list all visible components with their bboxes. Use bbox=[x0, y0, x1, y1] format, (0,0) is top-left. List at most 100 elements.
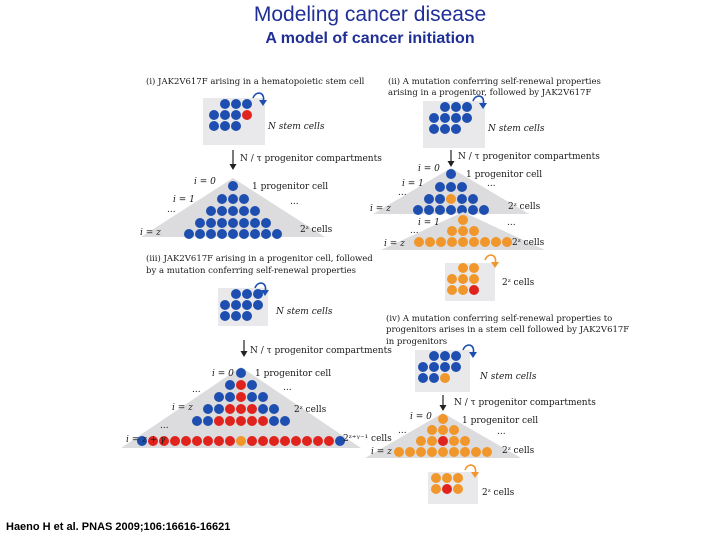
cell-dot bbox=[220, 99, 230, 109]
panel-i-cells-label: 2ᶻ cells bbox=[300, 225, 333, 235]
cell-dot bbox=[469, 274, 479, 284]
cell-dot bbox=[458, 215, 468, 225]
panel-i-arrow-label: N / τ progenitor compartments bbox=[240, 154, 382, 164]
cell-dot bbox=[159, 436, 169, 446]
self-renewal-arrow-head-orange bbox=[471, 472, 479, 478]
cell-dot bbox=[225, 436, 235, 446]
cell-dot bbox=[416, 436, 426, 446]
cell-dot bbox=[214, 404, 224, 414]
cell-dot bbox=[225, 404, 235, 414]
cell-dot bbox=[203, 436, 213, 446]
self-renewal-arrow-head bbox=[259, 100, 267, 106]
cell-dot bbox=[220, 311, 230, 321]
panel-i-progenitor-label: 1 progenitor cell bbox=[252, 182, 328, 192]
panel-ii-i1-progenitor: i = 1 bbox=[418, 218, 440, 228]
cell-dot bbox=[242, 311, 252, 321]
panel-iii-cells-label: 2ᶻ cells bbox=[294, 405, 327, 415]
cell-dot bbox=[457, 205, 467, 215]
cell-dot bbox=[228, 229, 238, 239]
panel-iv-cells-label: 2ᶻ cells bbox=[502, 446, 535, 456]
panel-iv-final-cells-label: 2ᶻ cells bbox=[482, 488, 515, 498]
cell-dot bbox=[236, 416, 246, 426]
cell-dot bbox=[458, 226, 468, 236]
cell-dot bbox=[291, 436, 301, 446]
panel-ii-arrow-label: N / τ progenitor compartments bbox=[458, 152, 600, 162]
self-renewal-arrow bbox=[462, 344, 475, 355]
cell-dot bbox=[413, 205, 423, 215]
panel-iii-caption-line-1: (iii) JAK2V617F arising in a progenitor … bbox=[146, 253, 373, 264]
panel-i-stem-label: N stem cells bbox=[267, 122, 325, 132]
figure-shapes bbox=[121, 92, 545, 504]
cell-dot bbox=[225, 380, 235, 390]
panel-ii-caption-line-2: arising in a progenitor, followed by JAK… bbox=[388, 88, 591, 98]
cell-dot bbox=[447, 274, 457, 284]
figure-labels: (i) JAK2V617F arising in a hematopoietic… bbox=[126, 76, 629, 498]
cell-dot bbox=[217, 229, 227, 239]
panel-iii-progenitor-label: 1 progenitor cell bbox=[255, 369, 331, 379]
cell-dot bbox=[435, 182, 445, 192]
panel-ii-stem-label: N stem cells bbox=[487, 124, 545, 134]
cell-dot bbox=[217, 206, 227, 216]
cell-dot bbox=[236, 392, 246, 402]
cell-dot bbox=[137, 436, 147, 446]
cell-dot bbox=[236, 404, 246, 414]
cell-dot bbox=[440, 373, 450, 383]
cell-dot bbox=[258, 404, 268, 414]
cell-dot bbox=[206, 218, 216, 228]
cell-dot bbox=[418, 373, 428, 383]
cell-dot bbox=[242, 300, 252, 310]
panel-iv-caption-line-1: (iv) A mutation conferring self-renewal … bbox=[386, 313, 612, 324]
cell-dot bbox=[429, 124, 439, 134]
cell-dot bbox=[258, 436, 268, 446]
cell-dot bbox=[442, 473, 452, 483]
panel-iii-caption-line-2: by a mutation conferring self-renewal pr… bbox=[146, 266, 356, 276]
self-renewal-arrow-head bbox=[261, 290, 269, 296]
cell-dot bbox=[447, 285, 457, 295]
cell-dot bbox=[228, 206, 238, 216]
panel-iv-stem-label: N stem cells bbox=[479, 372, 537, 382]
cell-dot bbox=[435, 194, 445, 204]
cell-dot bbox=[424, 194, 434, 204]
panel-i-dots-left: ... bbox=[167, 205, 176, 215]
cell-dot bbox=[239, 229, 249, 239]
cell-dot bbox=[429, 351, 439, 361]
panel-iv-arrow-label: N / τ progenitor compartments bbox=[454, 398, 596, 408]
cell-dot bbox=[195, 229, 205, 239]
cell-dot bbox=[206, 206, 216, 216]
cell-dot bbox=[458, 285, 468, 295]
cell-dot bbox=[442, 484, 452, 494]
cell-dot bbox=[491, 237, 501, 247]
cell-dot bbox=[451, 102, 461, 112]
cell-dot bbox=[247, 404, 257, 414]
cell-dot bbox=[469, 263, 479, 273]
cell-dot bbox=[458, 274, 468, 284]
cell-dot bbox=[209, 110, 219, 120]
arrow-head bbox=[240, 351, 248, 357]
arrow-head bbox=[229, 164, 237, 170]
panel-ii-iz-b: i = z bbox=[384, 239, 405, 249]
cell-dot bbox=[261, 229, 271, 239]
cell-dot bbox=[228, 218, 238, 228]
panel-ii-cells-label: 2ᶻ cells bbox=[508, 202, 541, 212]
panel-i-caption-line-1: (i) JAK2V617F arising in a hematopoietic… bbox=[146, 76, 365, 87]
panel-iii-dots-right: ... bbox=[283, 383, 292, 393]
cell-dot bbox=[457, 182, 467, 192]
cell-dot bbox=[231, 289, 241, 299]
panel-iii-dots-left: ... bbox=[192, 385, 201, 395]
arrow-head bbox=[439, 405, 447, 411]
cell-dot bbox=[181, 436, 191, 446]
cell-dot bbox=[462, 102, 472, 112]
cell-dot bbox=[427, 447, 437, 457]
cell-dot bbox=[394, 447, 404, 457]
cell-dot bbox=[253, 289, 263, 299]
cell-dot bbox=[247, 380, 257, 390]
cell-dot bbox=[184, 229, 194, 239]
cell-dot bbox=[457, 194, 467, 204]
panel-iii-i0: i = 0 bbox=[212, 369, 234, 379]
cell-dot bbox=[231, 300, 241, 310]
cell-dot bbox=[447, 237, 457, 247]
cell-dot bbox=[446, 205, 456, 215]
cell-dot bbox=[438, 425, 448, 435]
cell-dot bbox=[247, 436, 257, 446]
cell-dot bbox=[429, 362, 439, 372]
